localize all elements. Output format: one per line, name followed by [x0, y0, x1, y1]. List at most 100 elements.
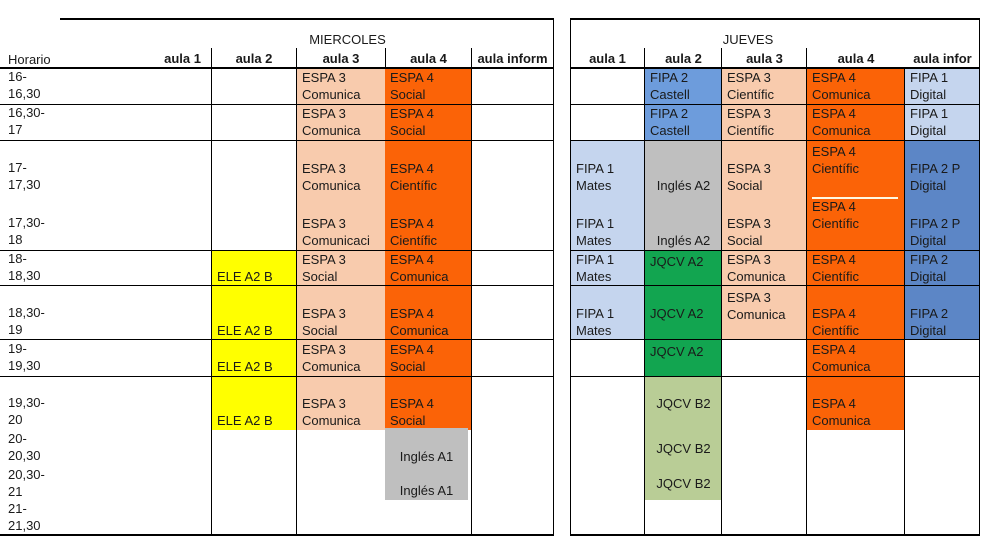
- gridline-horizontal: [0, 285, 553, 286]
- gridline-horizontal: [570, 67, 980, 69]
- class-label: ELE A2 B: [217, 359, 273, 374]
- class-label: ESPA 4 Científic: [812, 144, 859, 176]
- column-header-mie-aula2: aula 2: [235, 51, 273, 66]
- schedule-block-m-a2[interactable]: [212, 250, 297, 430]
- time-slot-label: 20- 20,30: [8, 431, 41, 463]
- schedule-block-j-ai[interactable]: [905, 250, 980, 340]
- schedule-block-m-a3[interactable]: [297, 68, 385, 430]
- class-label: ESPA 4 Social: [390, 342, 434, 374]
- class-label: JQCV A2: [650, 254, 704, 269]
- day-header-jueves: JUEVES: [722, 32, 774, 47]
- gridline-vertical: [979, 18, 980, 536]
- class-label: ESPA 3 Social: [302, 306, 346, 338]
- gridline-vertical: [553, 18, 554, 536]
- schedule-block-j-a1[interactable]: [571, 140, 645, 250]
- class-label: JQCV B2: [656, 396, 711, 411]
- class-label: ESPA 4 Científic: [390, 216, 437, 248]
- gridline-horizontal: [570, 285, 980, 286]
- day-header-miercoles: MIERCOLES: [309, 32, 386, 47]
- column-header-jue-aula2: aula 2: [665, 51, 702, 66]
- gridline-vertical: [211, 48, 212, 536]
- time-slot-label: 16,30- 17: [8, 105, 45, 137]
- gridline-horizontal: [570, 534, 980, 536]
- class-label: JQCV B2: [656, 441, 711, 456]
- class-label: FIPA 1 Digital: [910, 106, 949, 138]
- class-label: ESPA 4 Científic: [812, 306, 859, 338]
- gridline-vertical: [904, 68, 905, 536]
- class-label: FIPA 1 Mates: [576, 216, 615, 248]
- time-slot-label: 19,30- 20: [8, 395, 45, 427]
- class-label: ESPA 3 Comunica: [727, 252, 786, 284]
- class-label: Inglés A2: [656, 233, 711, 248]
- gridline-horizontal: [0, 67, 553, 69]
- schedule-block-j-ai[interactable]: [905, 140, 980, 250]
- schedule-block-m-a4[interactable]: [385, 428, 468, 500]
- gridline-horizontal: [570, 104, 980, 105]
- gridline-horizontal: [0, 250, 553, 251]
- class-label: ESPA 4 Social: [390, 396, 434, 428]
- column-header-mie-aula3: aula 3: [322, 51, 360, 66]
- schedule-block-j-a2[interactable]: [645, 250, 722, 376]
- column-header-mie-aula4: aula 4: [410, 51, 447, 66]
- gridline-horizontal: [0, 104, 553, 105]
- schedule-block-m-a4[interactable]: [385, 68, 472, 430]
- gridline-vertical: [296, 48, 297, 536]
- gridline-horizontal: [570, 250, 980, 251]
- schedule-block-j-a4[interactable]: [807, 68, 905, 430]
- class-label: ELE A2 B: [217, 269, 273, 284]
- class-label: Inglés A2: [656, 178, 711, 193]
- class-label: FIPA 1 Digital: [910, 70, 949, 102]
- time-slot-label: 18- 18,30: [8, 251, 41, 283]
- time-slot-label: 21- 21,30: [8, 501, 41, 533]
- class-label: FIPA 2 Castell: [650, 106, 690, 138]
- class-label: ESPA 4 Comunica: [812, 70, 871, 102]
- class-label: ESPA 4 Comunica: [812, 396, 871, 428]
- class-label: FIPA 1 Mates: [576, 161, 615, 193]
- class-label: FIPA 2 Digital: [910, 306, 949, 338]
- time-slot-label: 19- 19,30: [8, 341, 41, 373]
- class-label: ESPA 4 Social: [390, 70, 434, 102]
- gridline-horizontal: [570, 18, 980, 20]
- class-label: ELE A2 B: [217, 323, 273, 338]
- gridline-vertical: [570, 18, 571, 536]
- schedule-block-j-a2[interactable]: [645, 376, 722, 500]
- column-header-mie-aula1: aula 1: [164, 51, 201, 66]
- gridline-vertical: [806, 48, 807, 536]
- class-label: FIPA 2 Digital: [910, 252, 949, 284]
- class-label: ESPA 3 Social: [302, 252, 346, 284]
- gridline-horizontal: [570, 140, 980, 141]
- class-label: ESPA 3 Comunica: [302, 396, 361, 428]
- column-header-jue-aula-infor: aula infor: [913, 51, 972, 66]
- class-label: ESPA 4 Científic: [812, 252, 859, 284]
- class-label: ESPA 3 Social: [727, 161, 771, 193]
- class-label: FIPA 1 Mates: [576, 252, 615, 284]
- schedule-block-j-a3[interactable]: [722, 250, 807, 340]
- time-slot-label: 17,30- 18: [8, 215, 45, 247]
- gridline-horizontal: [0, 140, 553, 141]
- session-divider: [812, 197, 898, 199]
- class-label: Inglés A1: [399, 449, 454, 464]
- class-label: ESPA 4 Comunica: [812, 106, 871, 138]
- time-slot-label: 18,30- 19: [8, 305, 45, 337]
- class-label: FIPA 1 Mates: [576, 306, 615, 338]
- class-label: FIPA 2 Castell: [650, 70, 690, 102]
- gridline-horizontal: [60, 18, 553, 20]
- gridline-horizontal: [570, 376, 980, 377]
- class-label: ESPA 3 Social: [727, 216, 771, 248]
- schedule-block-j-a2[interactable]: [645, 140, 722, 250]
- column-header-jue-aula3: aula 3: [746, 51, 783, 66]
- gridline-vertical: [721, 48, 722, 536]
- class-label: ESPA 4 Social: [390, 106, 434, 138]
- schedule-block-j-a3[interactable]: [722, 140, 807, 250]
- class-label: ESPA 4 Comunica: [390, 306, 449, 338]
- time-slot-label: 17- 17,30: [8, 160, 41, 192]
- class-label: ESPA 3 Comunica: [302, 161, 361, 193]
- gridline-horizontal: [0, 376, 553, 377]
- class-label: ELE A2 B: [217, 413, 273, 428]
- class-label: ESPA 4 Comunica: [390, 252, 449, 284]
- schedule-block-j-a1[interactable]: [571, 250, 645, 340]
- class-label: ESPA 3 Comunicaci: [302, 216, 370, 248]
- horario-header: Horario: [8, 52, 51, 67]
- class-label: ESPA 3 Comunica: [302, 70, 361, 102]
